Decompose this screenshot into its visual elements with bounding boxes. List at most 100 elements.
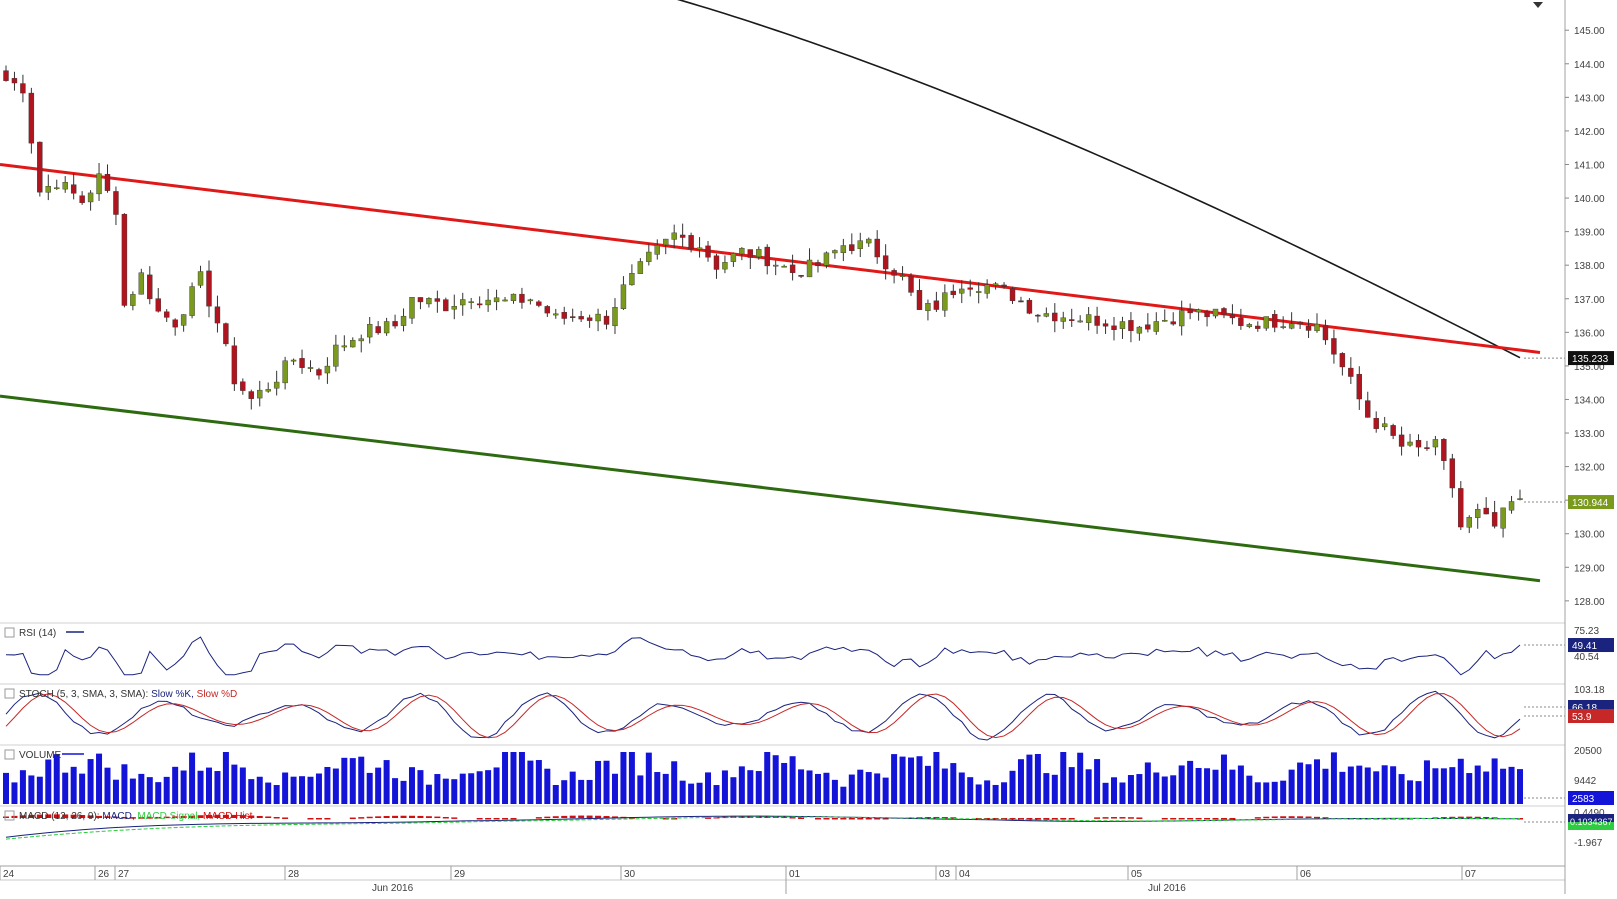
candle-body[interactable] <box>629 272 635 286</box>
candle-body[interactable] <box>1483 507 1489 515</box>
volume-bar[interactable] <box>189 752 196 804</box>
candle-body[interactable] <box>713 255 720 270</box>
candle-body[interactable] <box>764 246 770 267</box>
candle-body[interactable] <box>891 270 897 276</box>
macd-hist-bar[interactable] <box>510 818 517 820</box>
macd-hist-bar[interactable] <box>535 817 542 819</box>
volume-bar[interactable] <box>1508 766 1515 804</box>
volume-bar[interactable] <box>62 772 69 804</box>
macd-hist-bar[interactable] <box>1297 816 1304 818</box>
volume-bar[interactable] <box>1263 782 1270 804</box>
volume-bar[interactable] <box>1246 775 1253 804</box>
candle-body[interactable] <box>806 259 813 278</box>
macd-hist-bar[interactable] <box>383 816 390 818</box>
volume-bar[interactable] <box>645 752 652 804</box>
macd-hist-bar[interactable] <box>53 814 60 818</box>
candle-body[interactable] <box>248 391 254 399</box>
candle-body[interactable] <box>434 298 441 302</box>
candle-body[interactable] <box>1280 326 1286 328</box>
candle-body[interactable] <box>553 313 559 316</box>
volume-bar[interactable] <box>1500 768 1507 804</box>
macd-hist-bar[interactable] <box>180 815 187 818</box>
volume-bar[interactable] <box>36 776 43 804</box>
volume-bar[interactable] <box>595 760 602 804</box>
volume-bar[interactable] <box>180 770 187 804</box>
candle-body[interactable] <box>1458 488 1464 528</box>
candle-body[interactable] <box>1128 320 1134 331</box>
candle-body[interactable] <box>569 316 576 318</box>
volume-bar[interactable] <box>1017 759 1024 804</box>
volume-bar[interactable] <box>1415 781 1422 804</box>
candle-body[interactable] <box>1449 458 1456 489</box>
volume-bar[interactable] <box>916 756 923 804</box>
candle-body[interactable] <box>307 367 314 369</box>
macd-hist-bar[interactable] <box>366 816 373 819</box>
volume-bar[interactable] <box>3 772 9 804</box>
macd-hist-bar[interactable] <box>392 815 399 818</box>
volume-bar[interactable] <box>578 779 585 804</box>
macd-hist-bar[interactable] <box>112 816 119 819</box>
macd-hist-bar[interactable] <box>882 818 889 820</box>
volume-bar[interactable] <box>586 779 593 804</box>
volume-bar[interactable] <box>53 754 60 804</box>
panel-settings-icon[interactable] <box>4 627 15 638</box>
volume-bar[interactable] <box>1466 773 1473 804</box>
volume-bar[interactable] <box>1440 768 1447 804</box>
volume-bar[interactable] <box>1483 771 1490 804</box>
candle-body[interactable] <box>603 315 610 325</box>
volume-bar[interactable] <box>1457 758 1464 804</box>
volume-bar[interactable] <box>1204 768 1211 804</box>
candle-body[interactable] <box>654 244 660 255</box>
volume-bar[interactable] <box>1051 774 1058 804</box>
volume-bar[interactable] <box>493 767 500 804</box>
macd-hist-bar[interactable] <box>578 815 585 818</box>
volume-bar[interactable] <box>730 777 737 804</box>
candle-body[interactable] <box>1170 321 1176 325</box>
volume-bar[interactable] <box>442 778 449 804</box>
volume-bar[interactable] <box>611 773 618 804</box>
volume-bar[interactable] <box>256 776 263 804</box>
macd-hist-bar[interactable] <box>45 814 52 818</box>
volume-bar[interactable] <box>1085 769 1092 804</box>
macd-hist-bar[interactable] <box>1229 818 1236 820</box>
volume-bar[interactable] <box>1330 752 1337 804</box>
time-axis[interactable]: 24 26 27 28 29 30 01 03 04 05 06 07 Jun 2016 Jul 2016 <box>0 866 1477 894</box>
volume-bar[interactable] <box>1068 767 1075 804</box>
candle-body[interactable] <box>113 191 119 215</box>
candle-body[interactable] <box>950 290 957 296</box>
volume-bar[interactable] <box>155 782 162 804</box>
candle-body[interactable] <box>612 307 618 327</box>
candle-body[interactable] <box>3 70 9 81</box>
candle-body[interactable] <box>214 306 221 324</box>
volume-bar[interactable] <box>1094 759 1101 804</box>
candle-body[interactable] <box>468 301 474 303</box>
macd-hist-bar[interactable] <box>1474 816 1481 819</box>
volume-bar[interactable] <box>408 767 415 804</box>
candle-body[interactable] <box>747 249 754 258</box>
candle-body[interactable] <box>20 83 26 94</box>
candle-body[interactable] <box>696 247 703 250</box>
candle-body[interactable] <box>130 294 136 306</box>
candle-body[interactable] <box>1238 317 1244 326</box>
candle-body[interactable] <box>358 338 364 342</box>
macd-hist-bar[interactable] <box>1094 817 1101 819</box>
volume-bar[interactable] <box>992 784 999 804</box>
candle-body[interactable] <box>823 252 830 266</box>
macd-hist-bar[interactable] <box>358 817 365 819</box>
volume-bar[interactable] <box>214 771 221 804</box>
candle-body[interactable] <box>984 284 990 294</box>
macd-hist-bar[interactable] <box>1111 817 1118 819</box>
macd-hist-bar[interactable] <box>1060 818 1067 820</box>
candle-body[interactable] <box>240 381 246 391</box>
macd-hist-bar[interactable] <box>924 816 931 819</box>
volume-bar[interactable] <box>1119 782 1126 804</box>
macd-hist-bar[interactable] <box>1457 816 1464 819</box>
volume-bar[interactable] <box>662 773 669 804</box>
volume-bar[interactable] <box>205 767 212 804</box>
candle-body[interactable] <box>899 275 906 277</box>
macd-hist-bar[interactable] <box>155 816 162 819</box>
macd-hist-bar[interactable] <box>1254 817 1261 819</box>
candle-body[interactable] <box>1331 338 1337 355</box>
volume-bar[interactable] <box>1237 765 1244 804</box>
candle-body[interactable] <box>316 369 322 376</box>
